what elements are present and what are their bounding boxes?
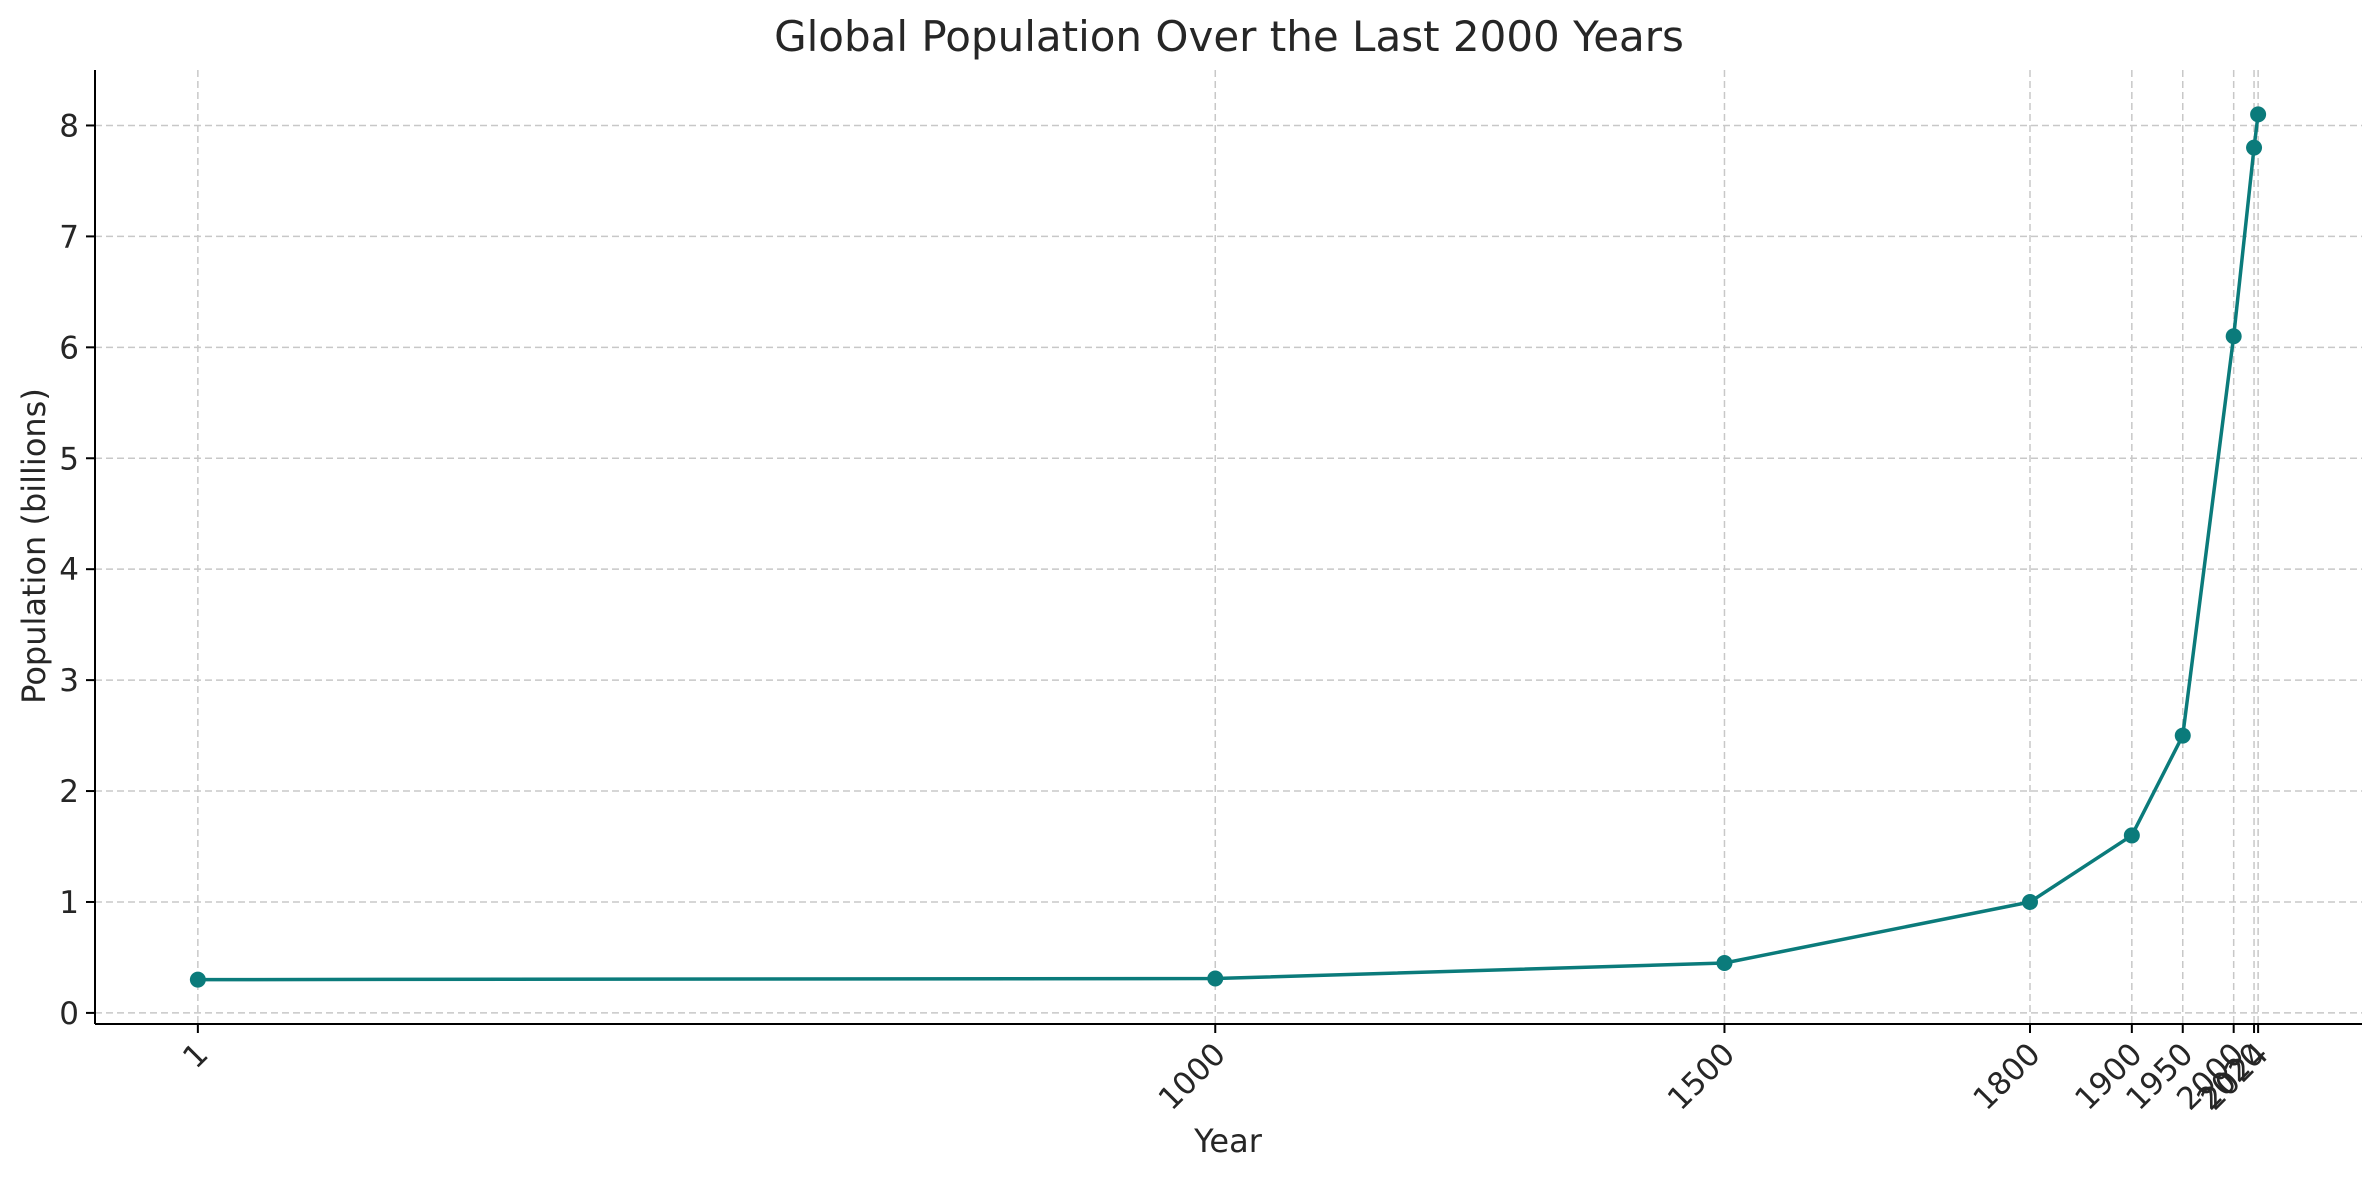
y-tick-label: 5 — [59, 441, 79, 477]
y-tick-label: 3 — [59, 663, 79, 699]
data-point — [189, 971, 206, 988]
y-tick-label: 8 — [59, 108, 79, 144]
data-point — [2174, 727, 2191, 744]
y-tick-label: 7 — [59, 219, 79, 255]
x-tick-label: 1500 — [1661, 1036, 1742, 1117]
data-point — [2246, 139, 2263, 156]
series-line — [196, 112, 2260, 982]
x-axis-label: Year — [1193, 1122, 1263, 1160]
x-tick-label: 1800 — [1966, 1036, 2047, 1117]
x-tick-label: 1000 — [1152, 1036, 1233, 1117]
y-tick-label: 0 — [59, 996, 79, 1032]
y-tick-label: 2 — [59, 774, 79, 810]
series-layer — [189, 106, 2267, 988]
data-point — [2021, 893, 2038, 910]
x-tick-label: 1 — [176, 1036, 215, 1075]
chart-title: Global Population Over the Last 2000 Yea… — [774, 12, 1684, 61]
data-point — [2250, 106, 2267, 123]
y-tick-label: 4 — [59, 552, 79, 588]
data-point — [1207, 970, 1224, 987]
axes-layer — [94, 70, 2362, 1025]
data-point — [2123, 827, 2140, 844]
data-point — [2225, 328, 2242, 345]
grid-layer — [95, 70, 2362, 1024]
y-axis-label: Population (billions) — [15, 388, 53, 704]
data-point — [1716, 954, 1733, 971]
y-ticks: 0 1 2 3 4 5 6 7 8 — [59, 108, 95, 1032]
y-tick-label: 1 — [59, 885, 79, 921]
y-tick-label: 6 — [59, 330, 79, 366]
